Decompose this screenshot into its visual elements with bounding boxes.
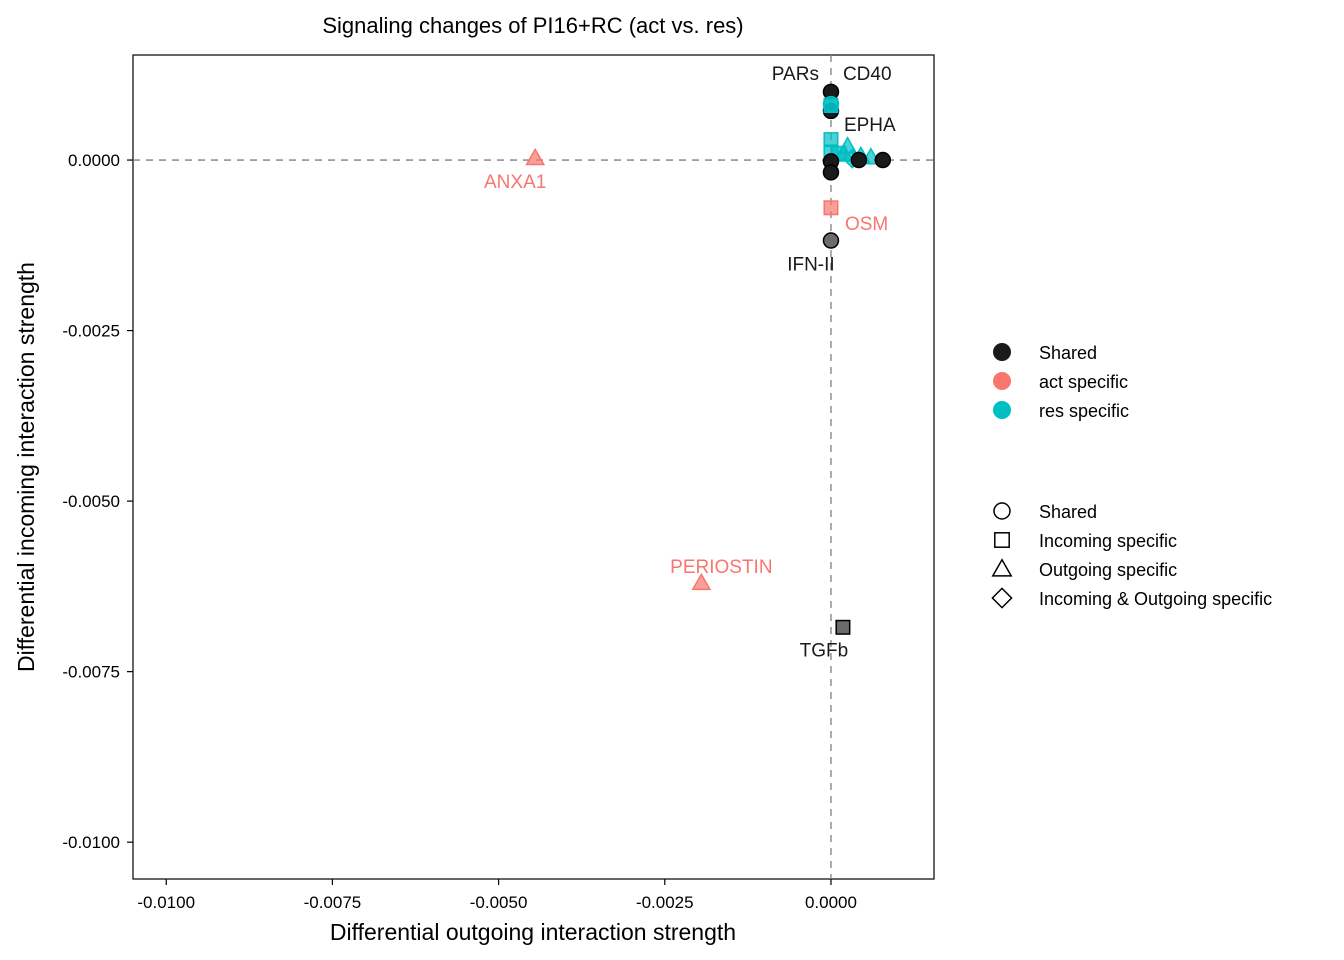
- x-tick-label: -0.0050: [470, 893, 528, 912]
- legend-shape-label: Outgoing specific: [1039, 560, 1177, 580]
- data-point: [835, 619, 851, 635]
- legend-circle-icon: [993, 502, 1011, 520]
- y-tick-label: -0.0100: [62, 833, 120, 852]
- color-legend: Shared act specific res specific: [993, 343, 1129, 421]
- data-point: [874, 151, 892, 169]
- legend-triangle-icon: [991, 558, 1013, 577]
- legend-color-key: [993, 372, 1011, 390]
- data-point: [823, 132, 839, 148]
- shape-legend: Shared Incoming specific Outgoing specific…: [991, 502, 1272, 609]
- legend-color-label: res specific: [1039, 401, 1129, 421]
- legend-diamond-icon: [991, 587, 1013, 609]
- point-labels: PARs CD40 EPHA ANXA1 OSM IFN-II PERIOSTIN TGFb: [484, 64, 896, 661]
- legend-shape-label: Incoming specific: [1039, 531, 1177, 551]
- x-tick-label: -0.0075: [304, 893, 362, 912]
- legend-shape-label: Incoming & Outgoing specific: [1039, 589, 1272, 609]
- data-point: [823, 200, 839, 216]
- legend-square-icon: [994, 532, 1010, 548]
- y-tick-label: -0.0025: [62, 322, 120, 341]
- legend-color-key: [993, 401, 1011, 419]
- data-point: [823, 97, 839, 113]
- y-axis-title: Differential incoming interaction streng…: [13, 262, 39, 672]
- x-tick-label: 0.0000: [805, 893, 857, 912]
- legend-color-label: act specific: [1039, 372, 1128, 392]
- point-label: OSM: [845, 214, 888, 235]
- y-tick-label: -0.0075: [62, 663, 120, 682]
- y-axis-ticks: 0.0000 -0.0025 -0.0050 -0.0075 -0.0100: [62, 151, 133, 852]
- y-tick-label: 0.0000: [68, 151, 120, 170]
- legend-shape-label: Shared: [1039, 502, 1097, 522]
- data-points: [525, 83, 892, 635]
- plot-panel: [132, 54, 935, 880]
- point-label: IFN-II: [787, 255, 835, 276]
- data-point: [822, 164, 840, 181]
- x-axis-ticks: -0.0100 -0.0075 -0.0050 -0.0025 0.0000: [137, 879, 857, 912]
- point-label: TGFb: [800, 640, 849, 661]
- point-label: PARs: [772, 64, 819, 85]
- point-label: ANXA1: [484, 172, 546, 193]
- data-point: [850, 151, 868, 169]
- legend-color-key: [993, 343, 1011, 361]
- y-tick-label: -0.0050: [62, 492, 120, 511]
- x-axis-title: Differential outgoing interaction streng…: [330, 919, 736, 945]
- legend-color-label: Shared: [1039, 343, 1097, 363]
- data-point: [525, 147, 546, 166]
- data-point: [691, 572, 712, 591]
- chart-title: Signaling changes of PI16+RC (act vs. re…: [322, 13, 743, 38]
- reference-lines: [133, 55, 934, 879]
- x-tick-label: -0.0025: [636, 893, 694, 912]
- point-label: CD40: [843, 64, 892, 85]
- point-label: PERIOSTIN: [670, 557, 772, 578]
- point-label: EPHA: [844, 115, 896, 136]
- data-point: [822, 232, 840, 249]
- x-tick-label: -0.0100: [137, 893, 195, 912]
